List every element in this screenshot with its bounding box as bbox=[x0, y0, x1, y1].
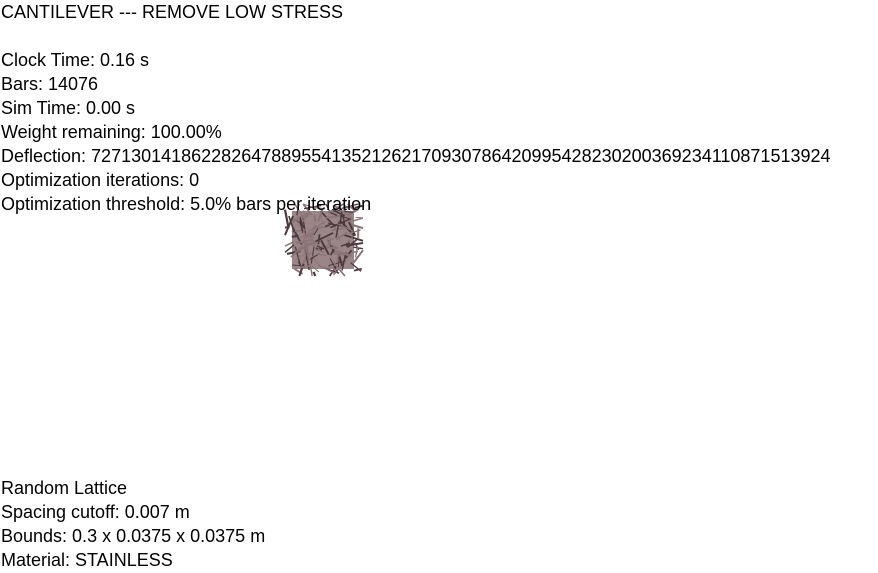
lattice-bar bbox=[355, 216, 364, 219]
lattice-bar bbox=[347, 221, 357, 237]
lattice-bar bbox=[317, 264, 335, 274]
lattice-bar bbox=[297, 261, 302, 268]
lattice-bar bbox=[294, 246, 302, 266]
lattice-bar bbox=[300, 265, 310, 269]
bars-count-readout: Bars: 14076 bbox=[1, 74, 99, 94]
lattice-bar bbox=[310, 246, 315, 264]
optimization-iterations-readout: Optimization iterations: 0 bbox=[1, 170, 200, 190]
bounds-readout: Bounds: 0.3 x 0.0375 x 0.0375 m bbox=[1, 526, 266, 546]
lattice-bar bbox=[309, 263, 313, 277]
lattice-bar bbox=[315, 248, 325, 253]
lattice-bar bbox=[342, 203, 349, 209]
lattice-bar bbox=[290, 245, 304, 258]
lattice-bar bbox=[354, 242, 360, 251]
lattice-bar bbox=[351, 223, 364, 230]
lattice-bar bbox=[345, 242, 364, 247]
lattice-bar bbox=[336, 252, 343, 258]
lattice-structure-view[interactable] bbox=[284, 203, 364, 277]
lattice-bar bbox=[332, 261, 346, 277]
lattice-bar bbox=[307, 262, 320, 273]
spacing-cutoff-readout: Spacing cutoff: 0.007 m bbox=[1, 502, 190, 522]
lattice-bar bbox=[337, 254, 344, 267]
lattice-bar bbox=[316, 245, 325, 250]
lattice-bar bbox=[299, 219, 304, 234]
lattice-bar bbox=[291, 234, 299, 238]
sim-time-readout: Sim Time: 0.00 s bbox=[1, 98, 136, 118]
lattice-bar bbox=[288, 215, 296, 233]
material-readout: Material: STAINLESS bbox=[1, 550, 173, 570]
lattice-bar bbox=[284, 244, 295, 253]
lattice-bar bbox=[320, 239, 330, 256]
lattice-bar bbox=[311, 255, 319, 265]
lattice-bar bbox=[317, 208, 324, 222]
lattice-bar bbox=[347, 208, 359, 217]
optimization-threshold-readout: Optimization threshold: 5.0% bars per it… bbox=[1, 194, 372, 214]
lattice-bar bbox=[324, 223, 332, 228]
lattice-bar bbox=[302, 203, 313, 216]
lattice-bar bbox=[312, 271, 317, 277]
lattice-bar bbox=[331, 227, 346, 231]
lattice-bar bbox=[333, 249, 353, 257]
lattice-bar bbox=[352, 217, 364, 222]
lattice-bar bbox=[284, 240, 295, 247]
lattice-bar bbox=[307, 220, 326, 232]
lattice-type-label: Random Lattice bbox=[1, 478, 128, 498]
lattice-bar bbox=[352, 249, 364, 264]
lattice-bar bbox=[325, 215, 342, 219]
weight-remaining-readout: Weight remaining: 100.00% bbox=[1, 122, 222, 142]
lattice-bar bbox=[308, 237, 323, 253]
lattice-bar bbox=[316, 253, 327, 257]
lattice-bar bbox=[353, 267, 363, 272]
lattice-bar bbox=[354, 204, 363, 209]
lattice-bar bbox=[339, 211, 343, 227]
lattice-bar bbox=[284, 215, 295, 236]
lattice-bar bbox=[320, 214, 323, 221]
clock-time-readout: Clock Time: 0.16 s bbox=[1, 50, 150, 70]
lattice-bar bbox=[334, 204, 353, 219]
lattice-bar bbox=[313, 228, 319, 236]
lattice-bar bbox=[332, 263, 344, 276]
lattice-bar bbox=[347, 203, 356, 212]
lattice-bar bbox=[295, 240, 316, 247]
lattice-bar bbox=[292, 264, 304, 267]
lattice-bar bbox=[328, 260, 346, 267]
deflection-readout: Deflection: 7271301418622826478895541352… bbox=[1, 146, 831, 166]
lattice-bar bbox=[329, 247, 335, 256]
lattice-bar bbox=[297, 229, 315, 239]
lattice-bar bbox=[348, 229, 361, 235]
lattice-bar bbox=[299, 217, 305, 229]
lattice-bar bbox=[349, 220, 354, 227]
lattice-bar bbox=[298, 231, 311, 239]
lattice-bar bbox=[305, 241, 319, 245]
lattice-bar bbox=[295, 253, 306, 261]
lattice-bar bbox=[343, 233, 364, 242]
lattice-bar bbox=[327, 203, 344, 214]
lattice-bar bbox=[313, 214, 317, 222]
lattice-bar bbox=[340, 242, 351, 247]
lattice-bar bbox=[329, 258, 339, 274]
lattice-bar bbox=[294, 203, 306, 221]
lattice-bar bbox=[354, 246, 359, 258]
lattice-bar bbox=[313, 205, 324, 211]
lattice-bar bbox=[335, 231, 348, 241]
lattice-bar bbox=[340, 215, 352, 220]
lattice-bar bbox=[317, 206, 326, 210]
lattice-bar bbox=[314, 232, 334, 243]
lattice-bar bbox=[336, 222, 354, 232]
lattice-bar bbox=[346, 238, 358, 249]
page-title: CANTILEVER --- REMOVE LOW STRESS bbox=[1, 2, 344, 22]
lattice-bar bbox=[334, 225, 341, 242]
lattice-bar bbox=[326, 238, 332, 245]
lattice-bar bbox=[327, 236, 334, 241]
lattice-bar bbox=[284, 209, 290, 229]
lattice-bar bbox=[301, 215, 307, 236]
lattice-bar bbox=[303, 204, 322, 210]
